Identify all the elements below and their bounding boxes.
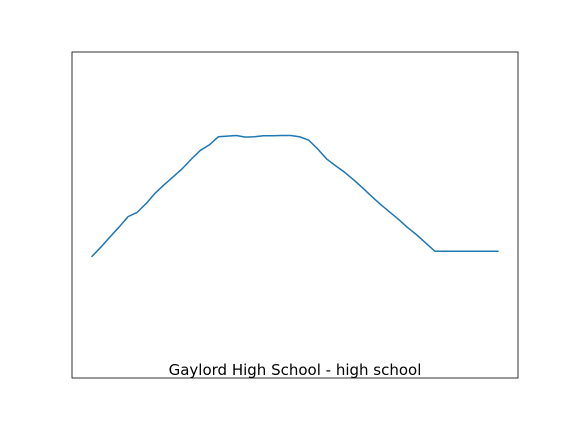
chart-label: Gaylord High School - high school [169, 361, 422, 379]
series-layer [91, 134, 499, 258]
axes-frame [71, 51, 519, 379]
series-line-0 [91, 134, 499, 258]
